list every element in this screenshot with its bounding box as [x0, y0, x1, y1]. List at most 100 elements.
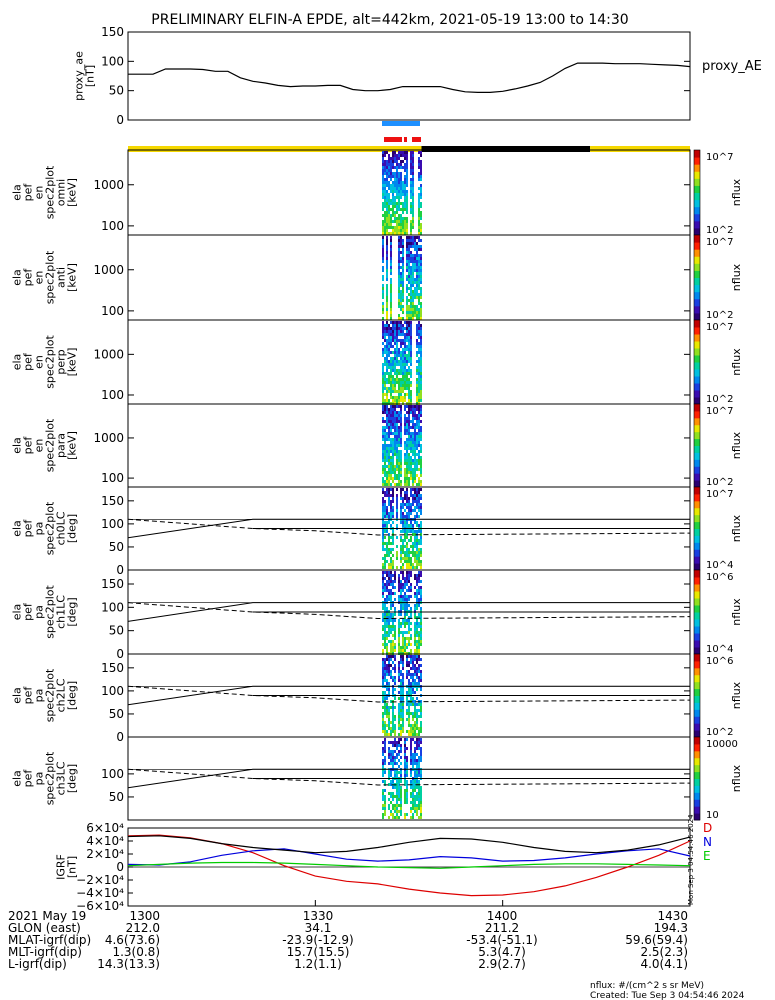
spec-pixel: [390, 512, 392, 515]
spec-pixel: [414, 453, 416, 456]
spec-pixel: [382, 721, 384, 724]
spec-pixel: [390, 649, 392, 652]
ylabel-para: elapefenspec2plotpara[keV]: [11, 418, 79, 472]
spec-pixel: [406, 278, 408, 281]
spec-pixel: [384, 548, 386, 551]
spec-pixel: [398, 574, 400, 577]
spec-pixel: [386, 308, 388, 311]
spec-pixel: [394, 483, 396, 486]
spec-pixel: [406, 405, 408, 408]
spec-pixel: [420, 429, 422, 432]
spec-pixel: [392, 724, 394, 727]
spec-pixel: [384, 420, 386, 423]
spec-pixel: [382, 290, 384, 293]
spec-pixel: [382, 239, 384, 242]
spec-pixel: [386, 551, 388, 554]
spec-pixel: [416, 786, 418, 789]
spec-pixel: [408, 682, 410, 685]
spec-pixel: [420, 709, 422, 712]
spec-pixel: [386, 670, 388, 673]
spec-pixel: [412, 284, 414, 287]
spec-pixel: [408, 477, 410, 480]
spec-pixel: [386, 330, 388, 333]
spec-pixel: [406, 813, 408, 816]
spec-pixel: [406, 321, 408, 324]
spec-pixel: [386, 351, 388, 354]
spec-pixel: [400, 284, 402, 287]
spec-pixel: [404, 378, 406, 381]
spec-pixel: [384, 229, 386, 232]
spec-pixel: [400, 646, 402, 649]
spec-pixel: [416, 290, 418, 293]
spec-pixel: [386, 290, 388, 293]
spec-pixel: [386, 324, 388, 327]
colorbar-swatch: [694, 640, 700, 648]
spec-pixel: [400, 780, 402, 783]
spec-pixel: [386, 438, 388, 441]
spec-pixel: [392, 786, 394, 789]
colorbar-swatch: [694, 619, 700, 627]
spec-pixel: [408, 664, 410, 667]
spec-pixel: [388, 483, 390, 486]
spec-pixel: [388, 420, 390, 423]
spec-pixel: [414, 679, 416, 682]
spec-pixel: [398, 272, 400, 275]
spec-pixel: [414, 643, 416, 646]
spec-pixel: [410, 762, 412, 765]
spec-pixel: [396, 163, 398, 166]
spec-pixel: [420, 509, 422, 512]
spec-pixel: [404, 480, 406, 483]
spec-pixel: [400, 387, 402, 390]
colorbar-swatch: [694, 598, 700, 606]
spec-pixel: [386, 302, 388, 305]
spec-pixel: [398, 384, 400, 387]
spec-pixel: [396, 503, 398, 506]
spec-pixel: [390, 278, 392, 281]
spec-pixel: [412, 311, 414, 314]
spec-pixel: [414, 432, 416, 435]
spec-pixel: [416, 625, 418, 628]
spec-pixel: [418, 287, 420, 290]
spec-pixel: [398, 477, 400, 480]
spec-pixel: [402, 363, 404, 366]
spec-pixel: [418, 649, 420, 652]
spec-pixel: [420, 384, 422, 387]
spec-pixel: [418, 497, 420, 500]
spec-pixel: [398, 248, 400, 251]
spec-pixel: [418, 625, 420, 628]
spec-pixel: [400, 703, 402, 706]
spec-pixel: [404, 229, 406, 232]
spec-pixel: [398, 229, 400, 232]
colorbar-label: nflux: [730, 514, 743, 542]
spec-pixel: [400, 405, 402, 408]
spec-pixel: [398, 783, 400, 786]
spec-pixel: [420, 381, 422, 384]
spec-pixel: [404, 592, 406, 595]
colorbar-swatch: [694, 431, 700, 440]
ytick-label: 50: [109, 624, 124, 638]
spec-pixel: [398, 786, 400, 789]
spec-pixel: [390, 494, 392, 497]
spec-pixel: [406, 661, 408, 664]
spec-pixel: [400, 441, 402, 444]
spec-pixel: [402, 712, 404, 715]
spec-pixel: [382, 284, 384, 287]
spec-pixel: [410, 688, 412, 691]
spec-pixel: [412, 414, 414, 417]
spec-pixel: [392, 202, 394, 205]
spec-pixel: [382, 774, 384, 777]
spec-pixel: [394, 399, 396, 402]
spec-pixel: [390, 580, 392, 583]
spec-pixel: [420, 214, 422, 217]
spec-pixel: [420, 497, 422, 500]
spec-pixel: [382, 521, 384, 524]
spec-pixel: [398, 622, 400, 625]
spec-pixel: [408, 423, 410, 426]
spec-pixel: [404, 217, 406, 220]
spec-pixel: [384, 741, 386, 744]
spec-pixel: [386, 236, 388, 239]
spec-pixel: [410, 169, 412, 172]
spec-pixel: [406, 566, 408, 569]
spec-pixel: [406, 199, 408, 202]
spec-pixel: [396, 435, 398, 438]
